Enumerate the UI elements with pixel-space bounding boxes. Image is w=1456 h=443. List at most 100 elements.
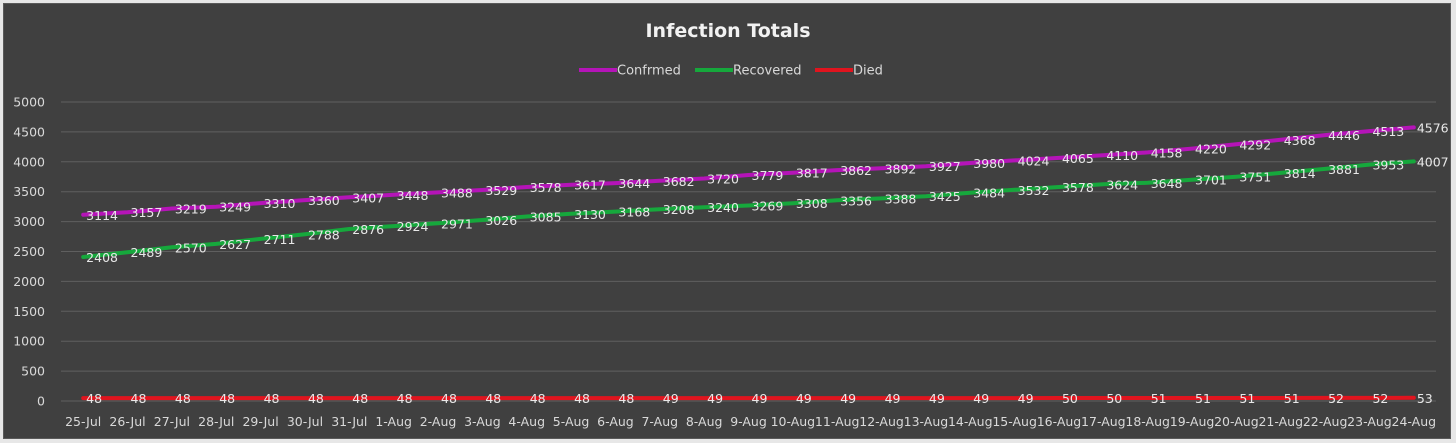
x-tick-label: 11-Aug — [815, 414, 860, 429]
data-label: 2924 — [397, 219, 429, 234]
data-label: 49 — [1018, 391, 1034, 406]
x-tick-label: 28-Jul — [198, 414, 234, 429]
x-tick-label: 29-Jul — [242, 414, 278, 429]
data-label: 49 — [663, 391, 679, 406]
data-label: 3157 — [131, 205, 163, 220]
data-label: 2876 — [352, 222, 384, 237]
data-labels: 3114 3157 3219 3249 3310 3360 3407 3448 3488 3529… — [86, 120, 1449, 406]
data-label: 48 — [397, 391, 413, 406]
x-tick-label: 2-Aug — [420, 414, 457, 429]
data-label: 3308 — [796, 196, 828, 211]
data-label: 2627 — [219, 237, 251, 252]
data-label: 2489 — [131, 245, 163, 260]
data-label: 3644 — [618, 176, 650, 191]
data-label: 48 — [86, 391, 102, 406]
x-tick-label: 12-Aug — [859, 414, 904, 429]
data-label: 3407 — [352, 190, 384, 205]
x-tick-label: 4-Aug — [508, 414, 545, 429]
data-label: 49 — [929, 391, 945, 406]
legend-label: Recovered — [733, 64, 802, 79]
data-label: 3751 — [1239, 170, 1271, 185]
x-tick-label: 23-Aug — [1347, 414, 1392, 429]
data-label: 4292 — [1239, 137, 1271, 152]
data-label: 3814 — [1284, 166, 1316, 181]
data-label: 4158 — [1151, 145, 1183, 160]
data-label: 3578 — [1062, 180, 1094, 195]
data-label: 50 — [1062, 391, 1078, 406]
data-label: 51 — [1151, 391, 1167, 406]
data-label: 53 — [1417, 391, 1433, 406]
data-label: 3130 — [574, 207, 606, 222]
x-tick-label: 31-Jul — [331, 414, 367, 429]
data-label: 48 — [485, 391, 501, 406]
x-tick-label: 25-Jul — [65, 414, 101, 429]
data-label: 3356 — [840, 193, 872, 208]
data-label: 3488 — [441, 185, 473, 200]
x-tick-label: 10-Aug — [771, 414, 816, 429]
data-label: 3448 — [397, 188, 429, 203]
legend-label: Died — [853, 64, 883, 79]
x-tick-label: 3-Aug — [464, 414, 501, 429]
x-tick-label: 5-Aug — [553, 414, 590, 429]
legend-label: Confrmed — [617, 64, 681, 79]
data-label: 3310 — [264, 196, 296, 211]
x-tick-label: 20-Aug — [1214, 414, 1259, 429]
data-label: 3817 — [796, 166, 828, 181]
y-tick-label: 500 — [21, 364, 45, 379]
x-tick-label: 6-Aug — [597, 414, 634, 429]
x-tick-label: 15-Aug — [992, 414, 1037, 429]
data-label: 3425 — [929, 189, 961, 204]
data-label: 3927 — [929, 159, 961, 174]
data-label: 4576 — [1417, 120, 1449, 135]
data-label: 49 — [752, 391, 768, 406]
data-label: 3388 — [885, 191, 917, 206]
x-tick-label: 19-Aug — [1170, 414, 1215, 429]
data-label: 3862 — [840, 163, 872, 178]
series-line-recovered — [81, 159, 1416, 259]
data-label: 3779 — [752, 168, 784, 183]
data-label: 49 — [707, 391, 723, 406]
x-tick-label: 30-Jul — [287, 414, 323, 429]
data-label: 3720 — [707, 172, 739, 187]
data-label: 2570 — [175, 240, 207, 255]
data-label: 3980 — [973, 156, 1005, 171]
y-tick-label: 2500 — [13, 244, 45, 259]
y-tick-label: 1000 — [13, 334, 45, 349]
data-label: 48 — [618, 391, 634, 406]
x-tick-label: 27-Jul — [154, 414, 190, 429]
data-label: 49 — [840, 391, 856, 406]
x-tick-label: 16-Aug — [1037, 414, 1082, 429]
data-label: 3219 — [175, 202, 207, 217]
chart-title: Infection Totals — [645, 20, 810, 42]
data-label: 3168 — [618, 205, 650, 220]
x-axis-ticks: 25-Jul 26-Jul 27-Jul 28-Jul 29-Jul 30-Jul 31-J… — [65, 414, 1436, 429]
y-tick-label: 5000 — [13, 95, 45, 110]
data-label: 51 — [1195, 391, 1211, 406]
y-tick-label: 3000 — [13, 214, 45, 229]
data-label: 3114 — [86, 208, 118, 223]
data-label: 3648 — [1151, 176, 1183, 191]
gridlines — [61, 101, 1436, 402]
data-label: 4513 — [1372, 124, 1404, 139]
data-label: 3026 — [485, 213, 517, 228]
data-label: 3682 — [663, 174, 695, 189]
data-label: 48 — [131, 391, 147, 406]
data-label: 48 — [264, 391, 280, 406]
y-tick-label: 3500 — [13, 184, 45, 199]
data-label: 3701 — [1195, 173, 1227, 188]
data-label: 3529 — [485, 183, 517, 198]
data-label: 49 — [973, 391, 989, 406]
data-label: 3532 — [1018, 183, 1050, 198]
x-tick-label: 7-Aug — [641, 414, 678, 429]
series-lines — [81, 125, 1416, 401]
data-label: 4220 — [1195, 142, 1227, 157]
data-label: 4446 — [1328, 128, 1360, 143]
y-tick-label: 4500 — [13, 124, 45, 139]
data-label: 51 — [1239, 391, 1255, 406]
data-label: 48 — [574, 391, 590, 406]
data-label: 2408 — [86, 250, 118, 265]
data-label: 50 — [1106, 391, 1122, 406]
y-tick-label: 4000 — [13, 154, 45, 169]
data-label: 4024 — [1018, 153, 1050, 168]
x-tick-label: 18-Aug — [1125, 414, 1170, 429]
